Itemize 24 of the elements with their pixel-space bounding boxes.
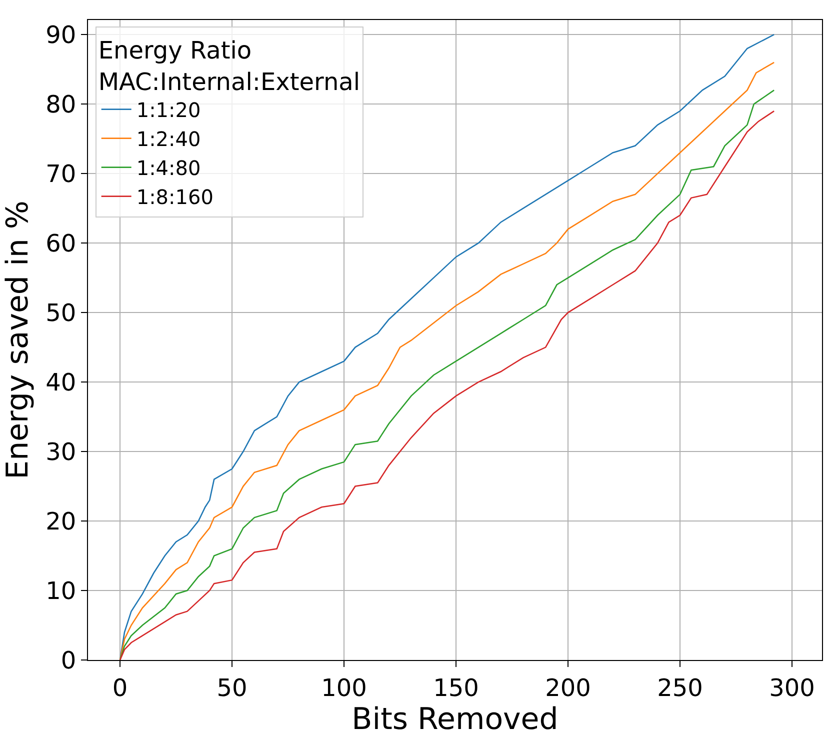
y-tick-label: 70 [46,160,76,188]
x-tick-label: 100 [321,674,367,702]
legend-label: 1:8:160 [136,185,214,210]
y-tick-label: 50 [46,298,76,327]
y-tick-label: 90 [46,20,76,49]
legend-title: Energy Ratio MAC:Internal:External [98,36,360,96]
x-tick-label: 300 [769,674,815,702]
legend-label: 1:4:80 [136,156,201,180]
y-tick-label: 0 [60,646,76,674]
y-tick-label: 20 [46,507,76,536]
x-tick-label: 150 [433,674,479,702]
y-tick-label: 80 [46,90,76,118]
y-tick-label: 30 [46,438,76,466]
x-tick-label: 250 [657,674,703,702]
y-tick-label: 60 [46,229,76,258]
x-tick-label: 200 [545,674,591,702]
x-tick-label: 0 [112,674,128,702]
y-tick-label: 10 [46,576,76,605]
y-axis-title: Energy saved in % [0,200,36,480]
x-axis-title: Bits Removed [352,702,558,737]
legend-label: 1:1:20 [136,98,201,122]
y-tick-label: 40 [46,368,76,396]
x-tick-label: 50 [216,674,248,702]
legend-label: 1:2:40 [136,127,201,152]
